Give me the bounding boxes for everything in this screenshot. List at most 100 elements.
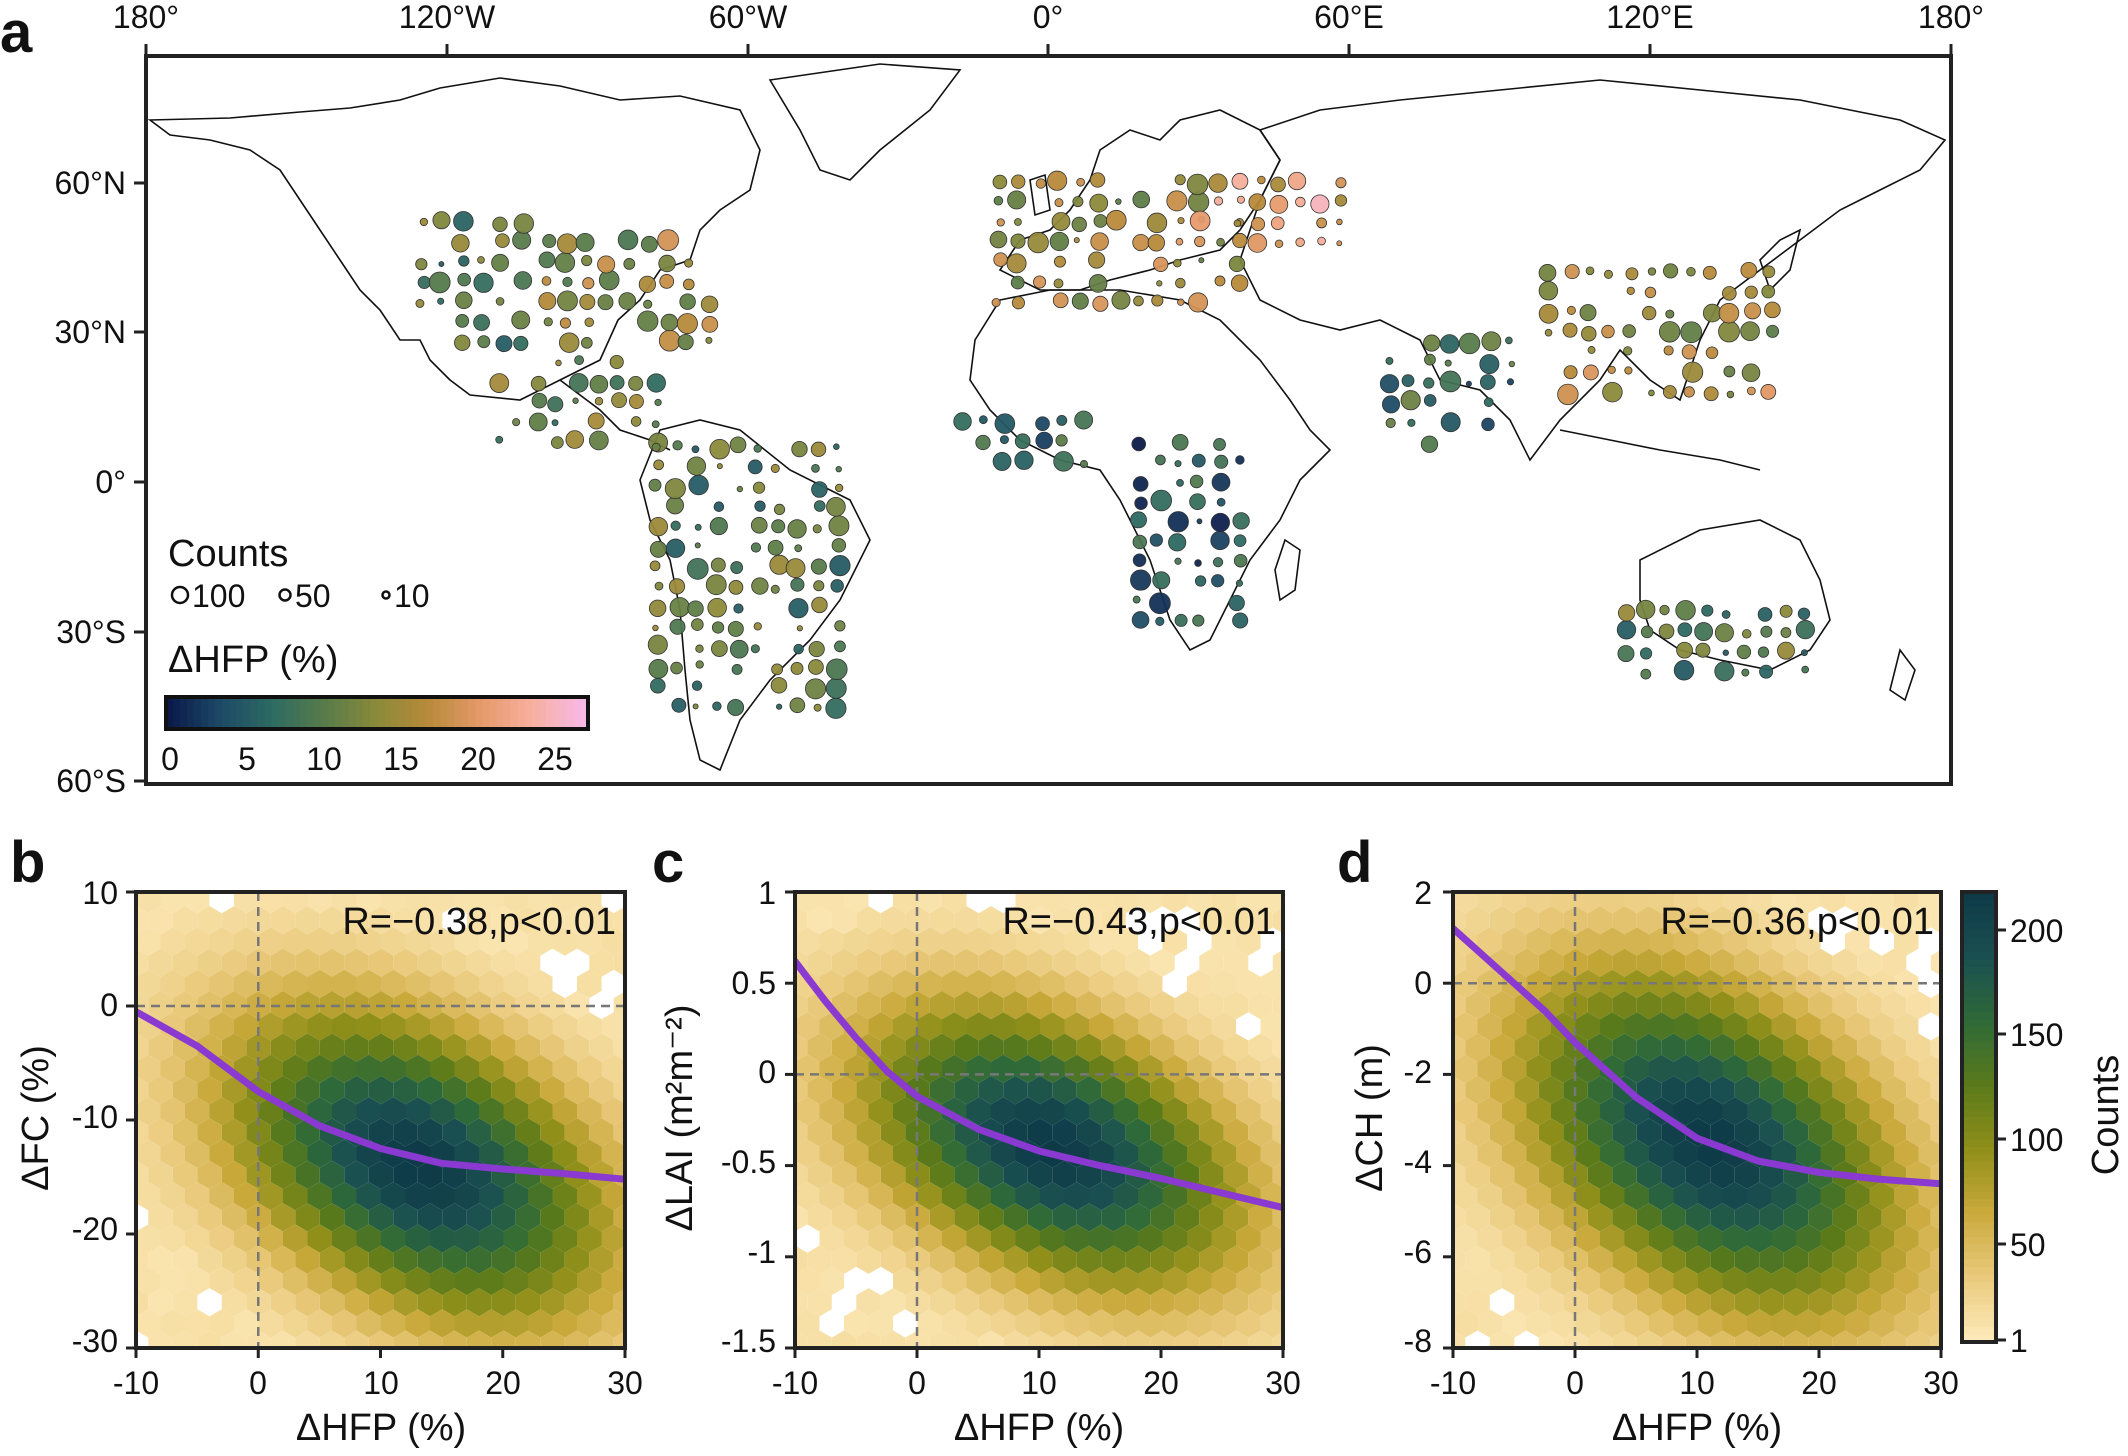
hexbin-cell — [1661, 1160, 1686, 1189]
hexbin-cell — [1285, 1097, 1310, 1125]
hexbin-cell — [307, 1182, 332, 1211]
hexbin-cell — [1138, 969, 1163, 999]
hexbin-cell — [1820, 1012, 1845, 1041]
hfp-sample-dot — [808, 659, 824, 675]
hfp-sample-dot — [767, 539, 784, 556]
hfp-sample-dot — [1131, 611, 1150, 629]
hexbin-cell — [1845, 1224, 1870, 1253]
hexbin-cell — [552, 1224, 577, 1253]
hexbin-cell — [1465, 991, 1490, 1020]
hfp-sample-dot — [617, 229, 639, 251]
hexbin-cell — [405, 1012, 430, 1041]
counts-colorbar-segment — [1962, 907, 1996, 916]
hfp-sample-dot — [1007, 190, 1027, 210]
hexbin-cell — [893, 1054, 918, 1083]
counts-colorbar-segment — [1962, 1049, 1996, 1058]
hexbin-cell — [112, 927, 137, 955]
hexbin-cell — [758, 1203, 783, 1231]
hfp-sample-dot — [1089, 172, 1106, 188]
hexbin-cell — [1857, 1330, 1882, 1348]
hexbin-cell — [172, 1075, 198, 1105]
hexbin-cell — [332, 1309, 357, 1338]
hexbin-cell — [393, 1118, 418, 1147]
hexbin-cell — [1918, 1054, 1941, 1083]
hexbin-cell — [1685, 1245, 1711, 1274]
hexbin-cell — [844, 1054, 869, 1083]
hexbin-cell — [1563, 1203, 1588, 1232]
panel-c-ticks: -10 0 10 20 30 1 0.5 0 -0.5 -1 -1.5 — [721, 875, 1301, 1401]
lon-tick-label: 60°W — [709, 0, 788, 35]
hfp-sample-dot — [559, 332, 580, 353]
hexbin-cell — [626, 970, 651, 998]
hexbin-cell — [319, 1075, 345, 1105]
hexbin-cell — [1138, 1097, 1163, 1126]
hexbin-cell — [528, 1224, 553, 1253]
hexbin-cell — [1930, 949, 1941, 976]
hexbin-cell — [185, 892, 210, 914]
hexbin-cell — [1465, 1075, 1490, 1105]
hfp-sample-dot — [769, 554, 790, 575]
hfp-sample-dot — [1766, 324, 1780, 338]
hexbin-cell — [1453, 892, 1478, 914]
hexbin-cell — [893, 1097, 918, 1126]
hexbin-cell — [1125, 1075, 1151, 1105]
hexbin-cell — [1636, 948, 1662, 977]
hexbin-cell — [1710, 1203, 1735, 1232]
size-legend-marker-100 — [170, 585, 190, 605]
hexbin-cell — [917, 1266, 942, 1296]
hexbin-cell — [1211, 1224, 1236, 1253]
hfp-colorbar-segment — [426, 697, 434, 729]
hexbin-cell — [1563, 1160, 1588, 1189]
hexbin-cell — [1514, 1288, 1539, 1317]
hexbin-cell — [1285, 1224, 1310, 1252]
hexbin-cell — [1101, 948, 1126, 977]
hexbin-cell — [1514, 1245, 1539, 1274]
hexbin-cell — [442, 948, 467, 977]
hfp-sample-dot — [1718, 302, 1740, 324]
hexbin-cell — [197, 991, 222, 1020]
hfp-sample-dot — [770, 584, 780, 594]
hexbin-cell — [856, 1245, 881, 1274]
hexbin-cell — [1052, 948, 1077, 977]
hfp-sample-dot — [1420, 435, 1439, 453]
hexbin-cell — [381, 927, 406, 956]
hexbin-cell — [172, 1160, 198, 1189]
hexbin-cell — [283, 1054, 308, 1083]
hexbin-cell — [1285, 1055, 1310, 1083]
hfp-sample-dot — [528, 412, 548, 432]
hexbin-cell — [515, 906, 541, 935]
hexbin-cell — [807, 864, 832, 892]
hexbin-cell — [1138, 1139, 1163, 1168]
hexbin-cell — [1538, 1033, 1564, 1062]
hexbin-cell — [893, 1139, 918, 1168]
hexbin-cell — [1832, 1245, 1858, 1274]
hfp-sample-dot — [705, 336, 713, 344]
hexbin-cell — [356, 1012, 381, 1041]
hexbin-cell — [1551, 1182, 1576, 1211]
hexbin-cell — [1796, 1182, 1821, 1211]
hexbin-cell — [893, 1266, 918, 1296]
hfp-sample-dot — [1035, 178, 1047, 189]
hfp-sample-dot — [694, 523, 702, 531]
counts-colorbar-segment — [1962, 1162, 1996, 1171]
hexbin-cell — [856, 1075, 881, 1105]
hexbin-cell — [1015, 892, 1040, 914]
hexbin-cell — [1551, 1139, 1576, 1168]
hexbin-cell — [1429, 1224, 1454, 1252]
hexbin-cell — [1089, 1352, 1114, 1380]
hexbin-cell — [234, 1012, 259, 1041]
hexbin-cell — [172, 948, 198, 977]
hfp-sample-dot — [1093, 214, 1108, 228]
hexbin-cell — [1710, 1330, 1735, 1348]
hexbin-cell — [553, 1352, 578, 1380]
hfp-sample-dot — [771, 519, 786, 534]
hexbin-cell — [442, 1033, 467, 1062]
hexbin-cell — [1636, 1203, 1662, 1232]
hexbin-cell — [1453, 991, 1466, 1020]
hexbin-cell — [466, 1288, 492, 1317]
hexbin-cell — [942, 1266, 967, 1296]
hfp-sample-dot — [1400, 390, 1421, 411]
hexbin-cell — [466, 991, 492, 1020]
hfp-sample-dot — [705, 574, 727, 596]
counts-colorbar-segment — [1962, 1087, 1996, 1096]
